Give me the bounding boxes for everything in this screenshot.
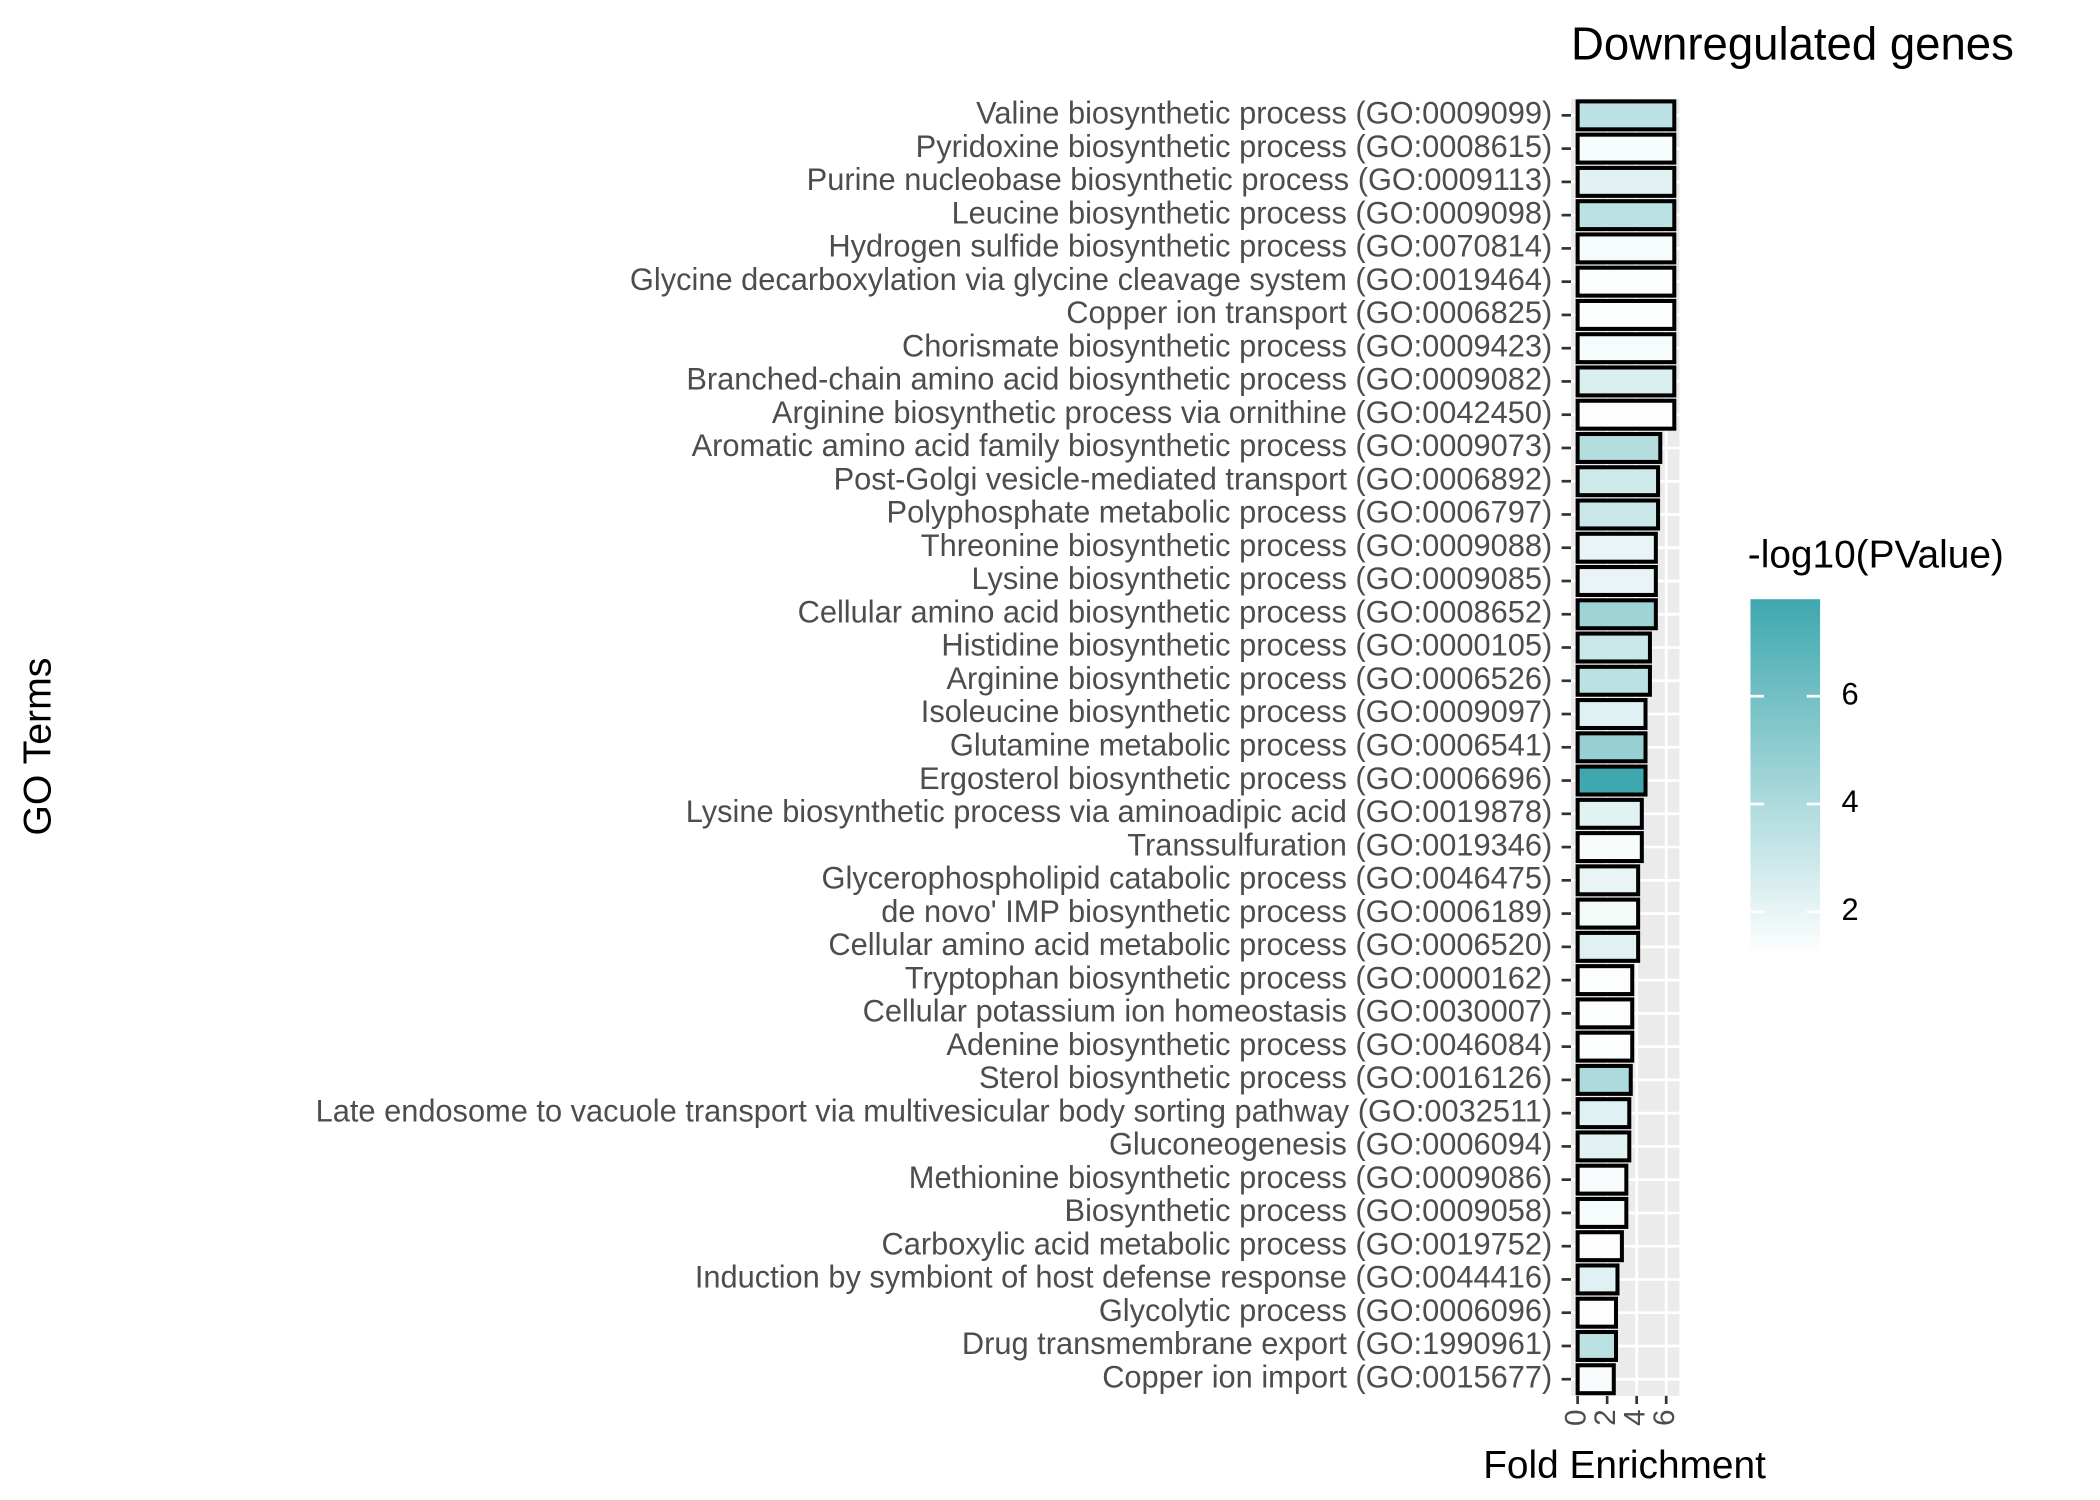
y-tick-label: Valine biosynthetic process (GO:0009099) [976, 95, 1552, 130]
colorbar [1750, 599, 1821, 955]
bar [1575, 1163, 1629, 1196]
y-tick-label: Carboxylic acid metabolic process (GO:00… [882, 1226, 1553, 1261]
bar [1575, 332, 1677, 365]
bar [1575, 1130, 1632, 1163]
bar [1575, 398, 1677, 431]
y-tick-label: Tryptophan biosynthetic process (GO:0000… [905, 960, 1552, 995]
y-tick-label: Cellular amino acid biosynthetic process… [798, 594, 1553, 629]
bar [1575, 1196, 1629, 1229]
bar [1575, 531, 1658, 564]
bar [1575, 764, 1648, 797]
chart-title: Downregulated genes [1571, 18, 2014, 69]
bar [1575, 930, 1641, 963]
y-tick-label: Branched-chain amino acid biosynthetic p… [686, 362, 1552, 397]
bar [1575, 731, 1648, 764]
y-tick-label: Cellular potassium ion homeostasis (GO:0… [863, 993, 1553, 1028]
x-tick-label: 2 [1589, 1409, 1622, 1426]
bar [1575, 99, 1677, 132]
x-axis-title: Fold Enrichment [1483, 1444, 1766, 1487]
x-tick-label: 4 [1619, 1409, 1652, 1426]
y-tick-label: Biosynthetic process (GO:0009058) [1065, 1193, 1553, 1228]
bar [1575, 298, 1677, 331]
y-tick-label: Copper ion import (GO:0015677) [1102, 1359, 1552, 1394]
bar [1575, 1363, 1616, 1396]
legend-tick-label: 4 [1842, 784, 1859, 819]
y-tick-label: Aromatic amino acid family biosynthetic … [692, 428, 1553, 463]
bar [1575, 997, 1635, 1030]
y-tick-label: Adenine biosynthetic process (GO:0046084… [946, 1027, 1552, 1062]
y-tick-label: Glycolytic process (GO:0006096) [1099, 1293, 1552, 1328]
bar [1575, 1329, 1619, 1362]
bar [1575, 598, 1658, 631]
y-tick-label: Methionine biosynthetic process (GO:0009… [909, 1160, 1552, 1195]
bar [1575, 565, 1658, 597]
y-tick-label: Ergosterol biosynthetic process (GO:0006… [919, 761, 1552, 796]
y-tick-label: Polyphosphate metabolic process (GO:0006… [887, 495, 1553, 530]
y-tick-label: Drug transmembrane export (GO:1990961) [962, 1326, 1552, 1361]
bar [1575, 232, 1677, 265]
y-tick-label: Arginine biosynthetic process (GO:000652… [946, 661, 1552, 696]
bar [1575, 831, 1644, 864]
y-tick-label: Hydrogen sulfide biosynthetic process (G… [828, 228, 1552, 263]
x-tick-label: 6 [1648, 1409, 1681, 1426]
bar [1575, 864, 1641, 897]
bar [1575, 1263, 1620, 1296]
y-tick-label: Glycine decarboxylation via glycine clea… [630, 262, 1552, 297]
y-tick-label: Lysine biosynthetic process via aminoadi… [686, 794, 1552, 829]
y-tick-label: Transsulfuration (GO:0019346) [1127, 827, 1552, 862]
bar [1575, 165, 1677, 198]
y-tick-label: Post-Golgi vesicle-mediated transport (G… [834, 461, 1553, 496]
bar [1575, 964, 1635, 997]
y-axis-title: GO Terms [17, 658, 60, 836]
y-tick-label: Induction by symbiont of host defense re… [695, 1260, 1552, 1295]
bar [1575, 664, 1652, 697]
bar [1575, 199, 1677, 232]
bar [1575, 431, 1663, 464]
bar [1575, 1097, 1632, 1130]
bar [1575, 631, 1652, 664]
y-tick-label: Arginine biosynthetic process via ornith… [772, 395, 1552, 430]
y-tick-label: Late endosome to vacuole transport via m… [316, 1093, 1553, 1128]
legend-tick-label: 6 [1842, 676, 1859, 711]
bar [1575, 797, 1644, 830]
bar [1575, 1063, 1633, 1096]
y-tick-label: Purine nucleobase biosynthetic process (… [807, 162, 1553, 197]
y-tick-label: de novo' IMP biosynthetic process (GO:00… [881, 894, 1552, 929]
legend-title: -log10(PValue) [1748, 533, 2004, 576]
bar [1575, 132, 1677, 165]
legend-tick-label: 2 [1842, 892, 1859, 927]
y-tick-label: Threonine biosynthetic process (GO:00090… [921, 528, 1552, 563]
y-tick-label: Histidine biosynthetic process (GO:00001… [941, 628, 1552, 663]
y-tick-label: Chorismate biosynthetic process (GO:0009… [902, 328, 1552, 363]
bar [1575, 897, 1641, 930]
y-tick-label: Glutamine metabolic process (GO:0006541) [950, 727, 1552, 762]
bar [1575, 498, 1661, 531]
bar [1575, 698, 1648, 731]
y-tick-label: Pyridoxine biosynthetic process (GO:0008… [916, 129, 1553, 164]
y-tick-label: Glycerophospholipid catabolic process (G… [822, 860, 1553, 895]
y-tick-label: Sterol biosynthetic process (GO:0016126) [979, 1060, 1552, 1095]
y-tick-label: Isoleucine biosynthetic process (GO:0009… [921, 694, 1552, 729]
x-tick-label: 0 [1560, 1409, 1593, 1426]
bar [1575, 1030, 1635, 1063]
bar [1575, 365, 1677, 398]
bar [1575, 1296, 1619, 1329]
bar [1575, 265, 1677, 298]
y-tick-label: Lysine biosynthetic process (GO:0009085) [972, 561, 1553, 596]
bar [1575, 465, 1661, 498]
y-tick-label: Leucine biosynthetic process (GO:0009098… [952, 195, 1553, 230]
y-tick-label: Copper ion transport (GO:0006825) [1066, 295, 1552, 330]
y-tick-label: Gluconeogenesis (GO:0006094) [1109, 1126, 1552, 1161]
y-tick-label: Cellular amino acid metabolic process (G… [828, 927, 1552, 962]
bar [1575, 1230, 1624, 1263]
